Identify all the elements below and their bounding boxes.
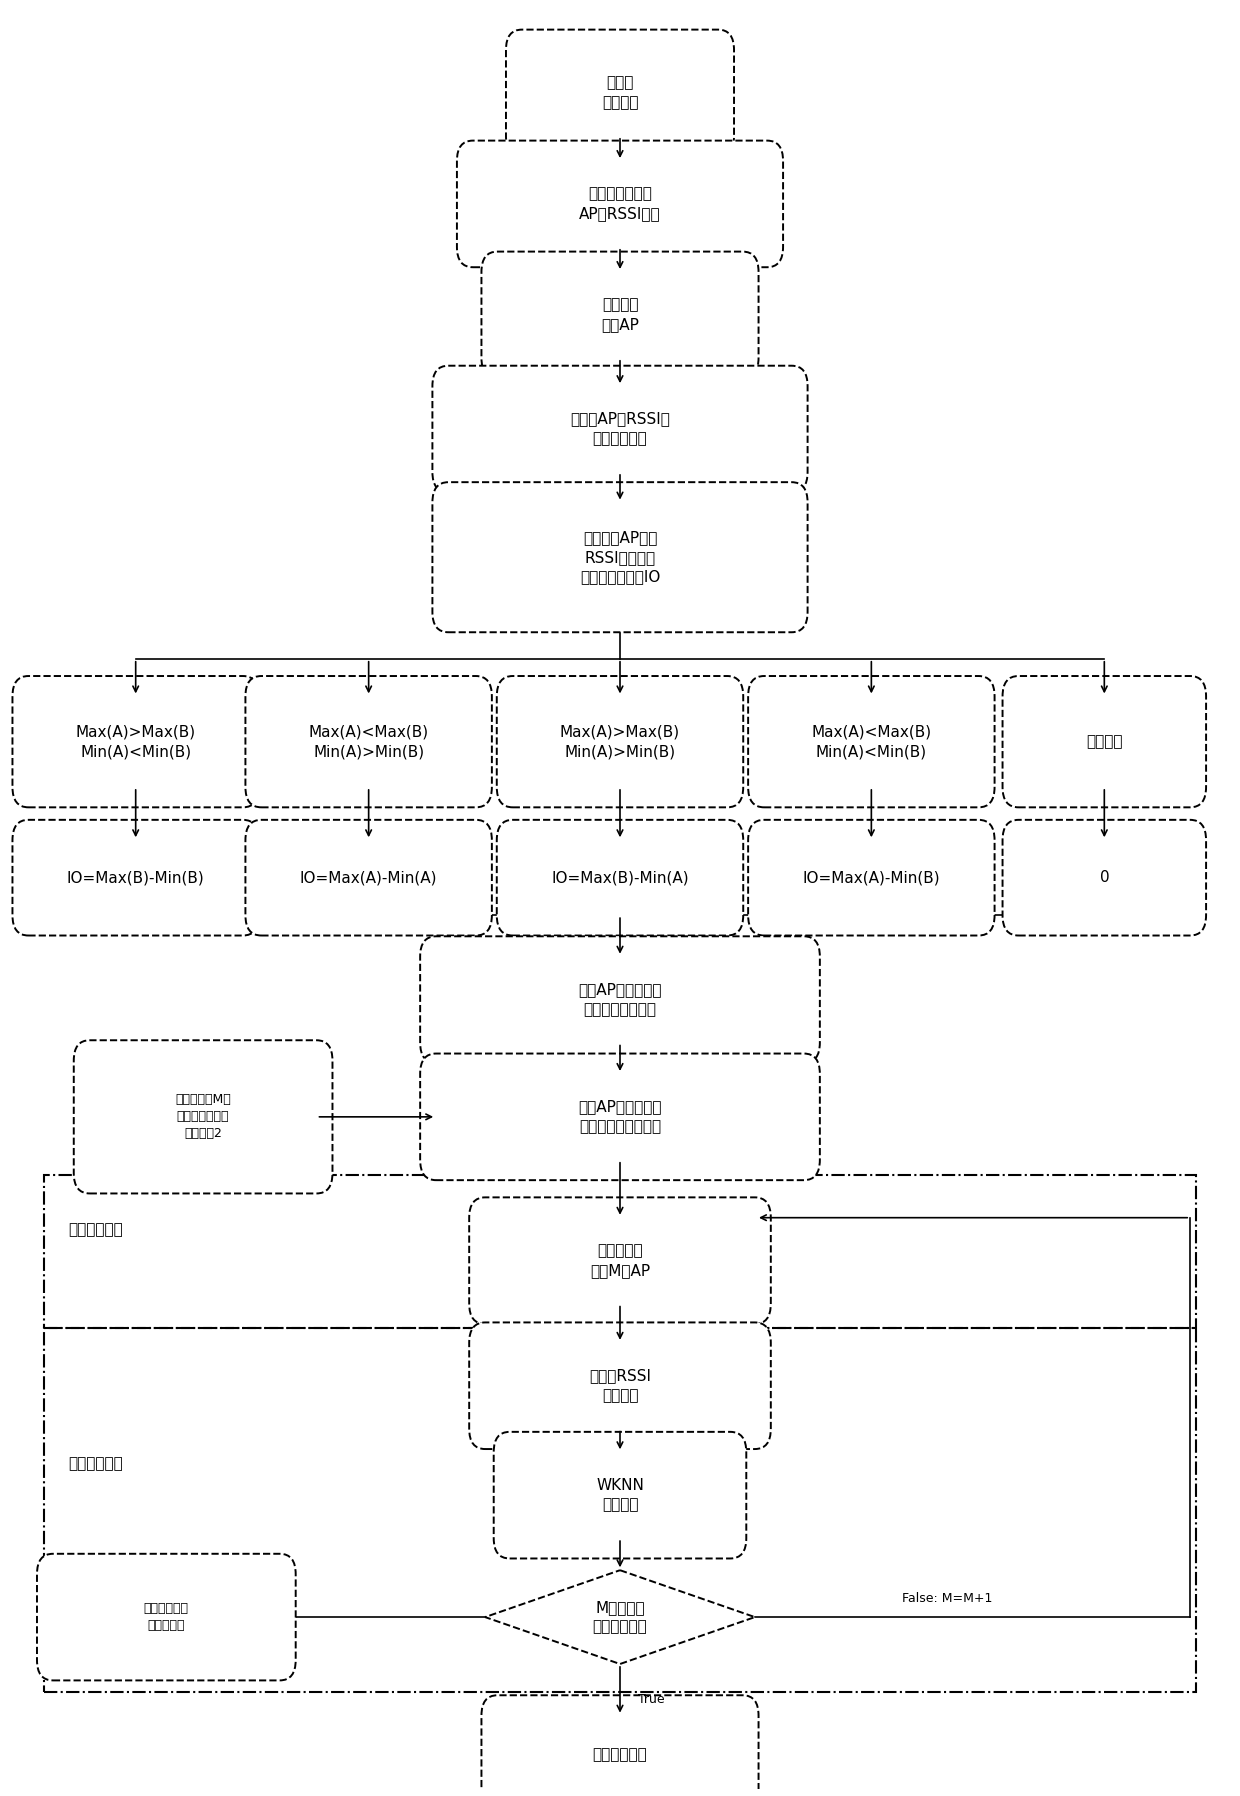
FancyBboxPatch shape xyxy=(1003,675,1207,808)
Text: 选取重叠最
小的M个AP: 选取重叠最 小的M个AP xyxy=(590,1243,650,1279)
FancyBboxPatch shape xyxy=(37,1554,295,1681)
Text: 训练环境获取
参数最优解: 训练环境获取 参数最优解 xyxy=(144,1602,188,1633)
Text: False: M=M+1: False: M=M+1 xyxy=(901,1591,992,1606)
FancyBboxPatch shape xyxy=(420,936,820,1063)
Text: 0: 0 xyxy=(1100,871,1109,885)
Text: 其他情况: 其他情况 xyxy=(1086,735,1122,749)
Text: 待定点RSSI
数据采集: 待定点RSSI 数据采集 xyxy=(589,1369,651,1403)
Text: IO=Max(B)-Min(A): IO=Max(B)-Min(A) xyxy=(552,871,688,885)
FancyBboxPatch shape xyxy=(469,1198,771,1324)
FancyBboxPatch shape xyxy=(456,140,784,268)
FancyBboxPatch shape xyxy=(433,481,807,632)
Text: M是否已经
取得最大值？: M是否已经 取得最大值？ xyxy=(593,1600,647,1634)
Polygon shape xyxy=(485,1570,755,1665)
FancyBboxPatch shape xyxy=(433,366,807,492)
Text: 将粗选AP的RSSI取
值用区间表示: 将粗选AP的RSSI取 值用区间表示 xyxy=(570,411,670,447)
Text: Max(A)<Max(B)
Min(A)>Min(B): Max(A)<Max(B) Min(A)>Min(B) xyxy=(309,724,429,760)
Text: 指纹点
位置规划: 指纹点 位置规划 xyxy=(601,75,639,110)
FancyBboxPatch shape xyxy=(494,1431,746,1559)
Text: 聚类分析
粗选AP: 聚类分析 粗选AP xyxy=(601,298,639,332)
FancyBboxPatch shape xyxy=(469,1322,771,1449)
FancyBboxPatch shape xyxy=(748,675,994,808)
FancyBboxPatch shape xyxy=(481,1695,759,1796)
FancyBboxPatch shape xyxy=(12,675,259,808)
FancyBboxPatch shape xyxy=(481,251,759,379)
Text: 【离线阶段】: 【离线阶段】 xyxy=(68,1221,123,1237)
FancyBboxPatch shape xyxy=(497,819,743,936)
Text: 用户可设置M取
值，训练阶段默
认初值为2: 用户可设置M取 值，训练阶段默 认初值为2 xyxy=(175,1094,231,1140)
Text: 输出定位结果: 输出定位结果 xyxy=(593,1748,647,1762)
Text: 在指纹处采集各
AP的RSSI信号: 在指纹处采集各 AP的RSSI信号 xyxy=(579,187,661,221)
Text: Max(A)>Max(B)
Min(A)<Min(B): Max(A)>Max(B) Min(A)<Min(B) xyxy=(76,724,196,760)
Text: 【在线阶段】: 【在线阶段】 xyxy=(68,1457,123,1471)
FancyBboxPatch shape xyxy=(420,1054,820,1180)
Text: Max(A)<Max(B)
Min(A)<Min(B): Max(A)<Max(B) Min(A)<Min(B) xyxy=(811,724,931,760)
Text: IO=Max(A)-Min(B): IO=Max(A)-Min(B) xyxy=(802,871,940,885)
FancyBboxPatch shape xyxy=(748,819,994,936)
Text: Max(A)>Max(B)
Min(A)>Min(B): Max(A)>Max(B) Min(A)>Min(B) xyxy=(560,724,680,760)
Text: WKNN
定位解算: WKNN 定位解算 xyxy=(596,1478,644,1512)
FancyBboxPatch shape xyxy=(246,819,492,936)
FancyBboxPatch shape xyxy=(246,675,492,808)
FancyBboxPatch shape xyxy=(73,1040,332,1194)
Text: 计算AP在任意两个
指纹点间的总重叠度: 计算AP在任意两个 指纹点间的总重叠度 xyxy=(578,1099,662,1135)
FancyBboxPatch shape xyxy=(497,675,743,808)
FancyBboxPatch shape xyxy=(1003,819,1207,936)
Text: 计算AP在当前两个
指纹点间的重叠度: 计算AP在当前两个 指纹点间的重叠度 xyxy=(578,982,662,1017)
Text: 计算同一AP不同
RSSI数值区间
的重叠区间长度IO: 计算同一AP不同 RSSI数值区间 的重叠区间长度IO xyxy=(580,530,660,584)
Text: IO=Max(B)-Min(B): IO=Max(B)-Min(B) xyxy=(67,871,205,885)
FancyBboxPatch shape xyxy=(12,819,259,936)
Text: True: True xyxy=(639,1694,665,1706)
FancyBboxPatch shape xyxy=(506,29,734,156)
Text: IO=Max(A)-Min(A): IO=Max(A)-Min(A) xyxy=(300,871,438,885)
